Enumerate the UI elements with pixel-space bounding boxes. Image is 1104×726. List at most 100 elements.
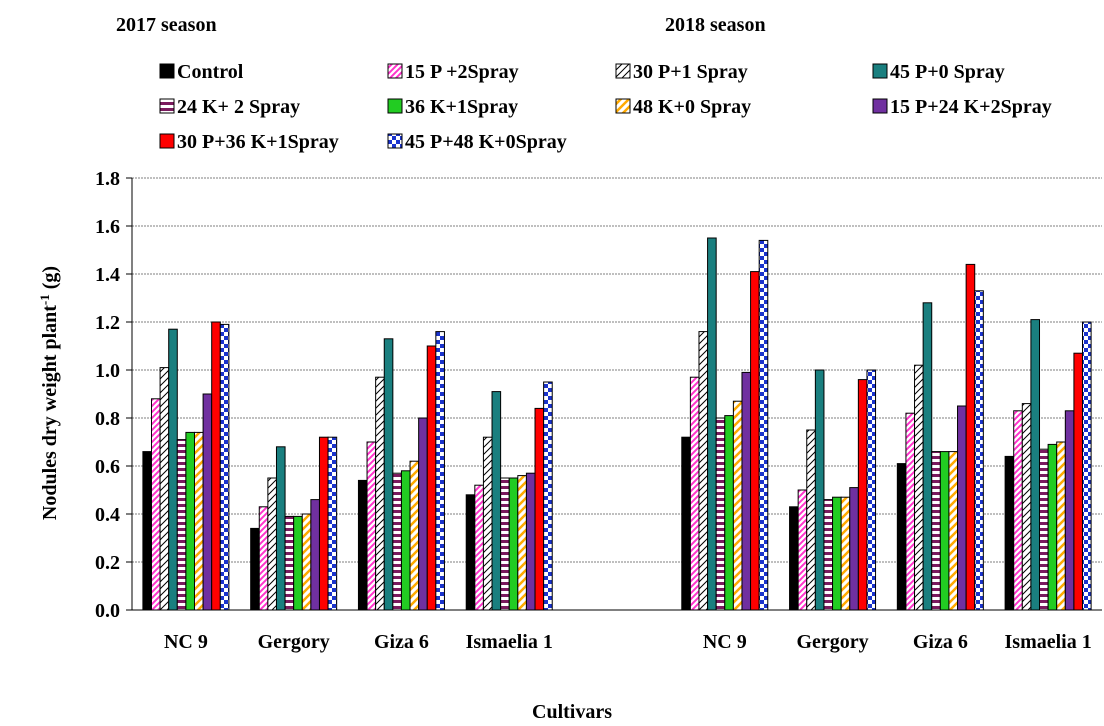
bar [1064,410,1075,611]
bar [500,477,510,611]
bar [1082,321,1092,611]
bar [1004,455,1015,611]
bar [914,364,924,611]
x-tick-label: Ismaelia 1 [466,631,553,653]
legend-label: 36 K+1Spray [405,96,518,118]
bar [939,451,950,611]
bar [275,446,286,611]
bar [797,489,808,611]
legend-swatch [159,133,175,149]
y-axis-title-main: Nodules dry weight plant [39,305,61,520]
y-tick-label: 0.8 [95,408,120,430]
bar [1030,319,1041,611]
legend-label: 30 P+1 Spray [633,61,748,83]
bar [482,436,493,611]
bar [150,398,161,611]
bar [741,371,752,611]
legend: Control 15 P +2Spray 30 P+1 Spray 45 P+0 Sp… [159,61,1052,153]
bar [219,323,230,611]
bar [724,415,734,611]
y-tick-label: 1.6 [95,216,120,238]
x-tick-label: Gergory [796,631,868,653]
bar [491,391,502,611]
bar [525,472,536,611]
bar [284,515,295,611]
bar [327,436,338,611]
bar [849,487,859,611]
y-axis-title-superscript: -1 [37,294,52,305]
y-tick-label: 0.6 [95,456,120,478]
y-tick-label: 1.8 [95,168,120,190]
legend-swatch [615,98,631,114]
bar [159,367,170,611]
y-tick-label: 1.0 [95,360,120,382]
bar [534,407,545,611]
bar [896,463,907,611]
x-tick-label: Gergory [258,631,330,653]
bar [922,302,933,611]
legend-swatch [387,63,403,79]
bar [957,405,967,611]
bar [293,515,303,611]
legend-label: 30 P+36 K+1Spray [177,131,339,153]
x-tick-label: Giza 6 [913,631,968,653]
x-axis-title: Cultivars [532,701,612,723]
bar [840,496,851,611]
bar [758,239,769,611]
bar [681,436,691,611]
bar [508,477,519,611]
bar [1073,352,1084,611]
legend-label: 24 K+ 2 Spray [177,96,300,118]
legend-label: Control [177,61,244,83]
x-tick-labels: NC 9 Gergory Giza 6 Ismaelia 1 NC 9 Gergory Gi… [164,631,1092,653]
legend-label: 48 K+0 Spray [633,96,751,118]
legend-swatch [159,98,175,114]
bar [823,499,834,611]
bar [543,381,553,611]
bar [806,429,816,611]
bar [1047,443,1058,611]
bar [750,271,760,611]
legend-swatch [159,63,175,79]
x-tick-label: Ismaelia 1 [1005,631,1092,653]
bar [1021,403,1032,611]
bar [193,431,204,611]
bar [465,494,476,611]
bar [517,475,527,611]
legend-swatch [387,133,403,149]
bar [301,513,312,611]
y-tick-labels: 0.0 0.2 0.4 0.6 0.8 1.0 1.2 1.4 1.6 1.8 [95,168,120,622]
y-tick-label: 1.4 [95,264,120,286]
bar [400,470,411,611]
y-tick-label: 0.0 [95,600,120,622]
bar [866,369,877,611]
bar [965,263,976,611]
x-tick-label: NC 9 [164,631,208,653]
bar [698,331,709,611]
bar [715,417,726,611]
x-tick-label: NC 9 [703,631,747,653]
y-tick-label: 0.4 [95,504,120,526]
legend-label: 15 P +2Spray [405,61,519,83]
bar [857,379,868,611]
bar [974,290,984,611]
legend-label: 15 P+24 K+2Spray [890,96,1052,118]
bar [185,431,195,611]
bar [250,527,260,611]
bar [366,441,377,611]
bar [474,484,484,611]
legend-swatch [387,98,403,114]
bar [1013,410,1023,611]
bar [426,345,437,611]
x-tick-label: Giza 6 [374,631,429,653]
bar [1039,448,1049,611]
bar [418,417,428,611]
legend-swatch [615,63,631,79]
y-tick-label: 1.2 [95,312,120,334]
bar [1056,441,1066,611]
y-axis-title: Nodules dry weight plant-1 (g) [37,266,61,520]
bar [905,412,916,611]
y-tick-label: 0.2 [95,552,120,574]
legend-label: 45 P+0 Spray [890,61,1005,83]
